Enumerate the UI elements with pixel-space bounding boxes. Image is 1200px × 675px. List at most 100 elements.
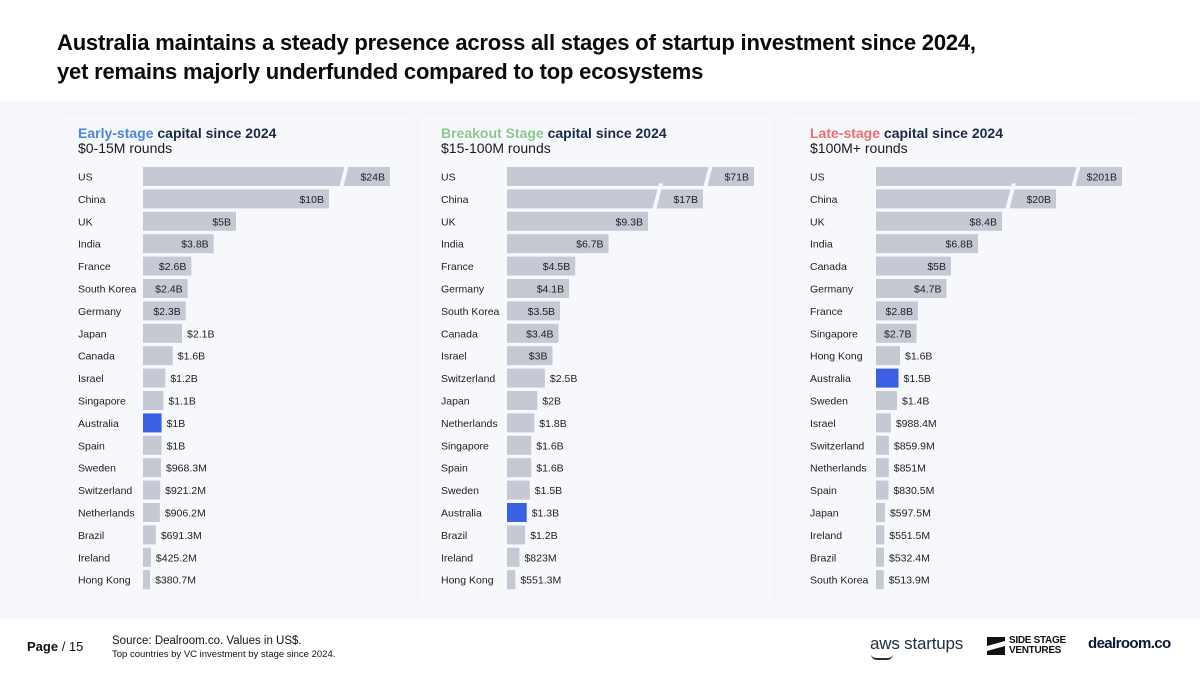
bar-row-israel: Israel $988.4M xyxy=(810,413,937,433)
bar-row-australia: Australia $1.5B xyxy=(810,368,931,388)
value-label: $4.5B xyxy=(543,261,570,273)
bar xyxy=(143,503,160,522)
bar-row-canada: Canada $5B xyxy=(810,256,951,276)
bar-row-south-korea: South Korea $2.4B xyxy=(78,279,188,298)
bar xyxy=(507,570,516,590)
category-label: Spain xyxy=(78,440,105,452)
bar xyxy=(143,256,192,276)
bar xyxy=(507,279,570,298)
bar-row-india: India $3.8B xyxy=(78,234,214,254)
bar xyxy=(507,413,535,433)
category-label: Canada xyxy=(441,328,478,340)
category-label: India xyxy=(810,239,833,251)
axis-break-mark xyxy=(1070,161,1082,192)
bar-row-india: India $6.8B xyxy=(810,234,978,254)
aws-startups-logo-text: aws startups xyxy=(870,634,964,653)
bar xyxy=(143,189,329,209)
bar xyxy=(876,413,891,433)
early-stage-chart: US $24B China $10B UK $5B India $3.8B France $2.6… xyxy=(78,161,390,590)
late-stage-chart: US $201B China $20B UK $8.4B India $6.8B Canada $… xyxy=(810,161,1122,590)
value-label: $17B xyxy=(673,194,698,206)
axis-break-mark xyxy=(651,183,663,215)
bar xyxy=(507,323,559,343)
bar xyxy=(143,301,186,321)
bar-row-australia: Australia $1B xyxy=(78,413,185,433)
bar xyxy=(507,301,561,321)
bar xyxy=(876,256,951,276)
value-label: $597.5M xyxy=(890,508,931,520)
category-label: Ireland xyxy=(441,552,473,564)
category-label: Brazil xyxy=(78,530,104,542)
value-label: $3.8B xyxy=(181,239,208,251)
bar xyxy=(507,346,553,366)
value-label: $2.4B xyxy=(155,284,182,296)
value-label: $6.7B xyxy=(576,239,603,251)
side-stage-ventures-wordmark: SIDE STAGE VENTURES xyxy=(1009,636,1066,656)
category-label: Switzerland xyxy=(441,373,495,385)
late-stage-title: Late-stage capital since 2024 xyxy=(810,125,1140,141)
bar-row-france: France $2.8B xyxy=(810,301,918,321)
value-label: $380.7M xyxy=(155,575,196,587)
bar xyxy=(876,570,884,590)
bar-row-ireland: Ireland $551.5M xyxy=(810,525,930,545)
breakout-stage-header: Breakout Stage capital since 2024 $15-10… xyxy=(441,125,771,156)
value-label: $2.7B xyxy=(884,328,911,340)
category-label: UK xyxy=(441,216,456,228)
category-label: China xyxy=(78,194,106,206)
value-label: $9.3B xyxy=(616,216,643,228)
category-label: Switzerland xyxy=(78,485,132,497)
bar xyxy=(507,167,754,186)
category-label: Spain xyxy=(810,485,837,497)
category-label: Japan xyxy=(78,328,107,340)
value-label: $968.3M xyxy=(166,463,207,475)
value-label: $691.3M xyxy=(161,530,202,542)
value-label: $1.2B xyxy=(530,530,557,542)
bar xyxy=(143,480,161,500)
bar-row-south-korea: South Korea $513.9M xyxy=(810,570,930,590)
axis-break-mark xyxy=(1004,183,1016,215)
category-label: Germany xyxy=(441,284,485,296)
bar-row-uk: UK $5B xyxy=(78,211,236,231)
late-stage-title-accent: Late-stage xyxy=(810,125,881,141)
bar xyxy=(876,458,889,478)
early-stage-subtitle: $0-15M rounds xyxy=(78,140,173,156)
bar xyxy=(143,570,151,590)
value-label: $3B xyxy=(529,351,548,363)
ssv-line-1: SIDE STAGE xyxy=(1009,635,1066,646)
category-label: South Korea xyxy=(441,306,500,318)
bar-row-germany: Germany $4.1B xyxy=(441,279,570,298)
bar-row-brazil: Brazil $1.2B xyxy=(441,525,558,545)
value-label: $2B xyxy=(542,396,561,408)
category-label: France xyxy=(441,261,474,273)
bar-row-sweden: Sweden $968.3M xyxy=(78,458,207,478)
bar-row-china: China $17B xyxy=(441,183,703,215)
late-stage-header: Late-stage capital since 2024 $100M+ rou… xyxy=(810,125,1140,156)
value-label: $8.4B xyxy=(970,216,997,228)
slide-title-line-1: Australia maintains a steady presence ac… xyxy=(57,30,976,55)
bar xyxy=(143,391,164,410)
bar xyxy=(507,234,609,254)
breakout-stage-chart: US $71B China $17B UK $9.3B India $6.7B France $4… xyxy=(441,161,754,590)
aws-smile-icon xyxy=(871,654,893,660)
value-label: $4.1B xyxy=(537,284,564,296)
breakout-stage-title-accent: Breakout Stage xyxy=(441,125,544,141)
value-label: $1.8B xyxy=(539,418,566,430)
page-label: Page xyxy=(27,639,59,654)
category-label: Australia xyxy=(78,418,119,430)
bar-row-ireland: Ireland $425.2M xyxy=(78,547,197,567)
early-stage-panel: US $24B China $10B UK $5B India $3.8B France $2.6… xyxy=(58,117,410,607)
breakout-stage-panel: US $71B China $17B UK $9.3B India $6.7B France $4… xyxy=(421,117,773,607)
value-label: $823M xyxy=(524,552,556,564)
bar xyxy=(143,279,188,298)
bar xyxy=(143,547,151,567)
category-label: Israel xyxy=(441,351,467,363)
page-total: / 15 xyxy=(61,639,84,654)
value-label: $532.4M xyxy=(889,552,930,564)
category-label: Hong Kong xyxy=(78,575,131,587)
bar-row-us: US $24B xyxy=(78,161,390,192)
value-label: $2.3B xyxy=(153,306,180,318)
category-label: Singapore xyxy=(78,396,126,408)
value-label: $1.1B xyxy=(168,396,195,408)
bar xyxy=(507,480,530,500)
category-label: Spain xyxy=(441,463,468,475)
